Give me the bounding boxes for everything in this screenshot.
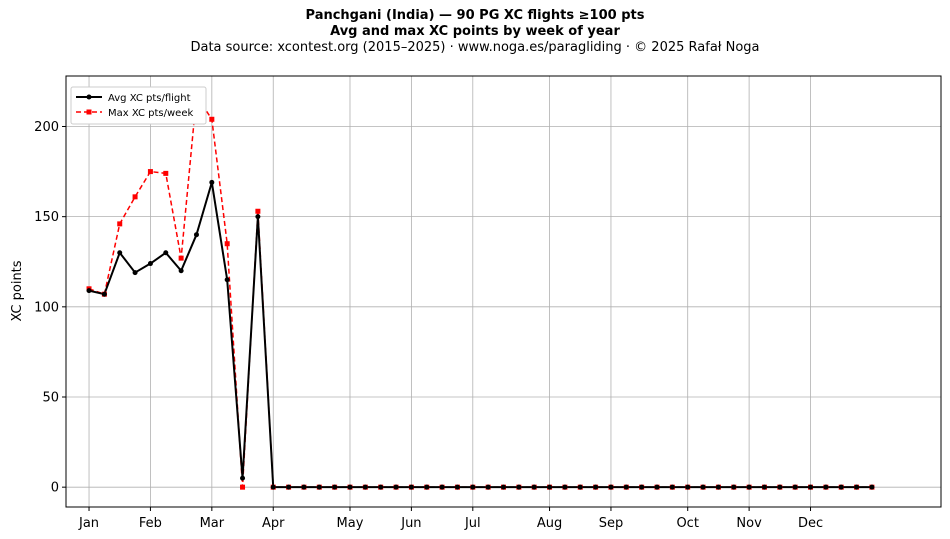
data-point-avg <box>347 484 353 490</box>
data-point-avg <box>685 484 691 490</box>
data-point-avg <box>454 484 460 490</box>
data-point-avg <box>823 484 829 490</box>
data-point-avg <box>408 484 414 490</box>
series-line-avg <box>88 181 872 489</box>
data-point-avg <box>378 484 384 490</box>
data-point-avg <box>593 484 599 490</box>
data-point-avg <box>639 484 645 490</box>
x-tick-label: Feb <box>139 516 162 531</box>
data-point-avg <box>316 484 322 490</box>
x-tick-label: Dec <box>798 516 823 531</box>
x-tick-label: Mar <box>200 516 225 531</box>
x-tick-label: Jul <box>464 516 481 531</box>
data-point-max <box>240 484 246 490</box>
chart-subtitle: Data source: xcontest.org (2015–2025) · … <box>190 40 760 55</box>
data-point-avg <box>669 484 675 490</box>
chart-title-second-line: Avg and max XC points by week of year <box>330 24 620 39</box>
data-point-max <box>117 221 123 227</box>
data-point-avg <box>547 484 553 490</box>
legend-label-max: Max XC pts/week <box>108 108 193 119</box>
data-point-avg <box>362 484 368 490</box>
data-point-avg <box>700 484 706 490</box>
data-point-max <box>132 194 138 200</box>
data-point-avg <box>209 179 215 185</box>
data-point-avg <box>286 484 292 490</box>
x-tick-label: Oct <box>676 516 698 531</box>
data-point-avg <box>746 484 752 490</box>
plot-frame <box>65 75 942 508</box>
data-point-avg <box>193 232 199 238</box>
x-tick-label: Apr <box>262 516 285 531</box>
axis-ticks: Jan Feb Mar Apr May Jun Jul Aug Sep Oct Nov Dec 0 50 1… <box>34 120 823 531</box>
data-point-avg <box>178 268 184 274</box>
data-point-max <box>147 169 153 175</box>
x-tick-label: Jan <box>78 516 99 531</box>
data-point-avg <box>101 291 107 297</box>
data-point-max <box>163 170 169 176</box>
x-tick-label: Jun <box>400 516 421 531</box>
x-tick-label: Nov <box>736 516 762 531</box>
chart-title-block: Panchgani (India) — 90 PG XC flights ≥10… <box>0 8 950 56</box>
legend: Avg XC pts/flight Max XC pts/week <box>70 86 207 125</box>
y-tick-label: 0 <box>51 481 59 496</box>
data-point-avg <box>470 484 476 490</box>
legend-label-avg: Avg XC pts/flight <box>108 93 191 104</box>
grid <box>66 76 941 507</box>
data-point-avg <box>531 484 537 490</box>
data-point-avg <box>163 250 169 256</box>
data-point-avg <box>424 484 430 490</box>
data-point-avg <box>838 484 844 490</box>
data-point-avg <box>255 214 261 220</box>
data-point-max <box>178 255 184 261</box>
data-point-avg <box>654 484 660 490</box>
data-point-avg <box>393 484 399 490</box>
data-point-avg <box>485 484 491 490</box>
data-point-avg <box>562 484 568 490</box>
data-point-max <box>209 116 215 122</box>
data-point-avg <box>332 484 338 490</box>
data-point-avg <box>501 484 506 490</box>
x-tick-label: Aug <box>537 516 562 531</box>
data-point-avg <box>117 250 123 256</box>
data-point-avg <box>516 484 522 490</box>
data-point-avg <box>608 484 614 490</box>
y-tick-label: 50 <box>42 390 59 405</box>
data-point-avg <box>439 484 445 490</box>
data-point-avg <box>869 484 875 490</box>
data-point-avg <box>761 484 767 490</box>
x-tick-label: May <box>337 516 364 531</box>
data-point-avg <box>715 484 721 490</box>
y-tick-label: 150 <box>34 210 59 225</box>
data-point-avg <box>792 484 798 490</box>
data-point-avg <box>240 475 246 481</box>
data-point-avg <box>854 484 860 490</box>
y-axis-label: XC points <box>10 260 25 321</box>
y-tick-label: 200 <box>34 120 59 135</box>
series-layer <box>86 93 875 490</box>
data-point-avg <box>86 288 92 294</box>
data-point-avg <box>270 484 276 490</box>
data-point-avg <box>301 484 307 490</box>
data-point-avg <box>147 261 153 267</box>
data-point-avg <box>731 484 737 490</box>
legend-marker-max <box>86 109 92 115</box>
data-point-avg <box>808 484 814 490</box>
data-point-avg <box>132 270 138 276</box>
chart-title: Panchgani (India) — 90 PG XC flights ≥10… <box>305 8 645 23</box>
data-point-avg <box>623 484 629 490</box>
data-point-avg <box>224 277 230 283</box>
data-point-avg <box>777 484 783 490</box>
data-point-avg <box>577 484 583 490</box>
legend-box <box>70 86 207 125</box>
series-line-max <box>88 95 872 488</box>
y-tick-label: 100 <box>34 300 59 315</box>
x-tick-label: Sep <box>599 516 624 531</box>
legend-marker-avg <box>86 94 92 100</box>
data-point-max <box>224 241 230 247</box>
data-point-max <box>255 208 261 214</box>
